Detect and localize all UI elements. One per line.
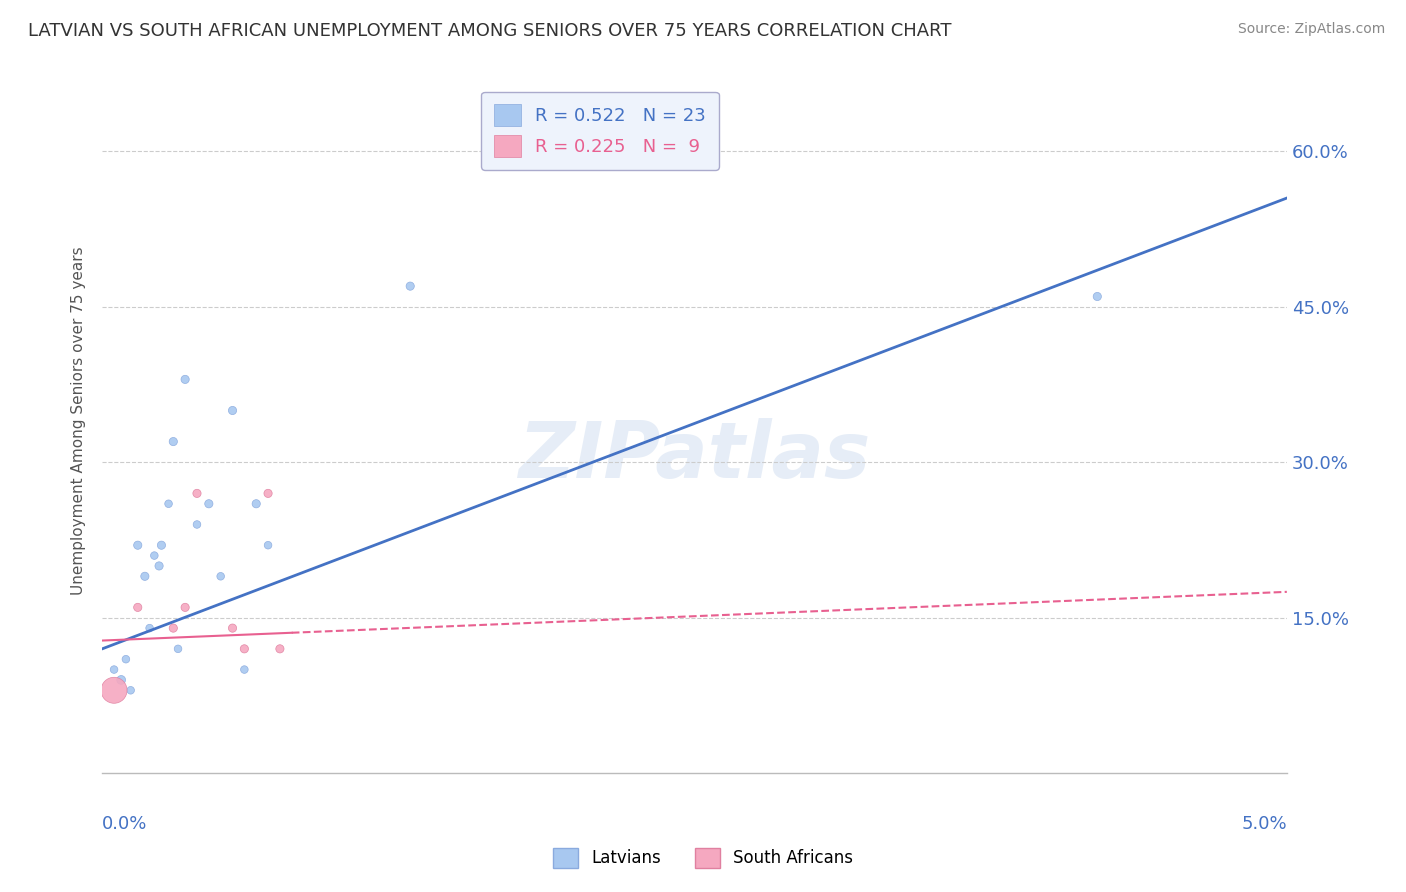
Point — [174, 600, 197, 615]
Point — [127, 538, 149, 552]
Point — [120, 683, 142, 698]
Point — [1085, 289, 1108, 303]
Point — [221, 403, 243, 417]
Point — [162, 621, 184, 635]
Point — [186, 517, 208, 532]
Point — [103, 683, 125, 698]
Text: 5.0%: 5.0% — [1241, 815, 1286, 833]
Point — [221, 621, 243, 635]
Point — [143, 549, 166, 563]
Text: ZIPatlas: ZIPatlas — [519, 418, 870, 494]
Point — [157, 497, 180, 511]
Point — [103, 663, 125, 677]
Text: Source: ZipAtlas.com: Source: ZipAtlas.com — [1237, 22, 1385, 37]
Point — [148, 558, 170, 573]
Point — [269, 641, 291, 656]
Point — [245, 497, 267, 511]
Point — [257, 538, 280, 552]
Point — [174, 372, 197, 386]
Point — [150, 538, 173, 552]
Point — [233, 641, 256, 656]
Point — [257, 486, 280, 500]
Point — [209, 569, 232, 583]
Y-axis label: Unemployment Among Seniors over 75 years: Unemployment Among Seniors over 75 years — [72, 246, 86, 595]
Point — [233, 663, 256, 677]
Text: LATVIAN VS SOUTH AFRICAN UNEMPLOYMENT AMONG SENIORS OVER 75 YEARS CORRELATION CH: LATVIAN VS SOUTH AFRICAN UNEMPLOYMENT AM… — [28, 22, 952, 40]
Point — [138, 621, 160, 635]
Legend: R = 0.522   N = 23, R = 0.225   N =  9: R = 0.522 N = 23, R = 0.225 N = 9 — [481, 92, 718, 170]
Legend: Latvians, South Africans: Latvians, South Africans — [547, 841, 859, 875]
Point — [110, 673, 132, 687]
Point — [127, 600, 149, 615]
Point — [198, 497, 221, 511]
Point — [162, 434, 184, 449]
Point — [399, 279, 422, 293]
Point — [115, 652, 138, 666]
Text: 0.0%: 0.0% — [103, 815, 148, 833]
Point — [167, 641, 190, 656]
Point — [134, 569, 156, 583]
Point — [186, 486, 208, 500]
